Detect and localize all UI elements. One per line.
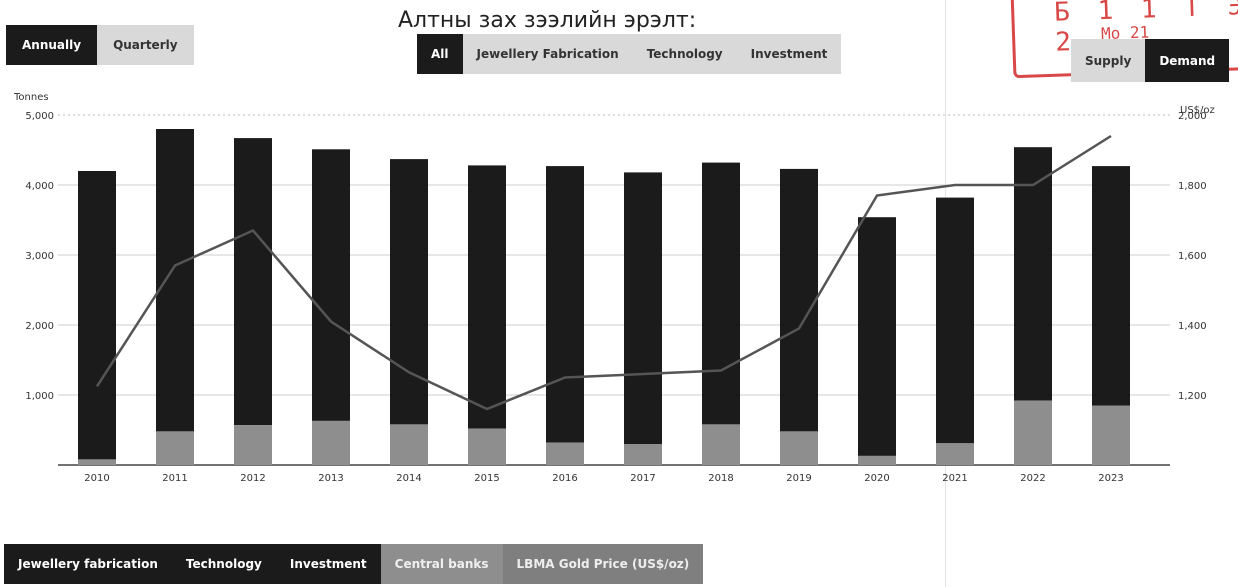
x-tick-label: 2021	[942, 473, 967, 484]
bar-central-banks	[312, 420, 350, 465]
x-tick-label: 2013	[318, 473, 343, 484]
y-tick-label-left: 3,000	[25, 251, 54, 262]
annually-button[interactable]: Annually	[6, 25, 98, 65]
frequency-toggle: Annually Quarterly	[6, 25, 194, 65]
y-tick-label-right: 1,400	[1178, 321, 1207, 332]
tab-jewellery-fabrication[interactable]: Jewellery Fabrication	[476, 47, 619, 61]
bar-demand	[858, 217, 896, 456]
bar-central-banks	[390, 424, 428, 465]
x-tick-label: 2023	[1098, 473, 1123, 484]
y-tick-label-left: 5,000	[25, 111, 54, 122]
bar-demand	[234, 138, 272, 426]
x-tick-label: 2017	[630, 473, 655, 484]
legend-technology[interactable]: Technology	[171, 544, 276, 584]
bar-demand	[156, 129, 194, 432]
bar-demand	[312, 149, 350, 421]
legend-jewellery-fabrication[interactable]: Jewellery fabrication	[4, 544, 172, 584]
x-tick-label: 2016	[552, 473, 577, 484]
y-tick-label-right: 2,000	[1178, 111, 1207, 122]
tab-technology[interactable]: Technology	[646, 47, 723, 61]
gold-price-line	[95, 134, 1112, 411]
bar-demand	[702, 162, 740, 425]
x-tick-label: 2019	[786, 473, 811, 484]
bar-central-banks	[468, 428, 506, 465]
gold-demand-chart: 1,000 2,000 3,000 4,000 5,000 1,200 1,400 1,600…	[13, 92, 1215, 484]
bar-demand	[468, 165, 506, 429]
x-tick-label: 2012	[240, 473, 265, 484]
y-tick-label-left: 1,000	[25, 391, 54, 402]
legend-central-banks[interactable]: Central banks	[380, 544, 503, 584]
x-tick-label: 2022	[1020, 473, 1045, 484]
bar-demand	[546, 166, 584, 443]
bar-demand	[780, 168, 818, 432]
bar-central-banks	[78, 459, 116, 465]
y-tick-label-left: 4,000	[25, 181, 54, 192]
x-tick-label: 2010	[84, 473, 109, 484]
bar-central-banks	[936, 443, 974, 465]
bar-central-banks	[234, 425, 272, 465]
legend-investment[interactable]: Investment	[275, 544, 381, 584]
x-tick-label: 2018	[708, 473, 733, 484]
bar-central-banks	[858, 455, 896, 465]
bar-central-banks	[156, 431, 194, 465]
demand-button[interactable]: Demand	[1145, 39, 1230, 82]
bar-central-banks	[546, 442, 584, 465]
bar-demand	[1092, 166, 1130, 406]
y-tick-label-left: 2,000	[25, 321, 54, 332]
supply-demand-toggle: Supply Demand	[1071, 39, 1230, 82]
x-tick-label: 2020	[864, 473, 889, 484]
bar-central-banks	[1014, 400, 1052, 465]
y-axis-title-right: US$/oz	[1180, 105, 1215, 116]
x-tick-label: 2014	[396, 473, 421, 484]
bar-demand	[624, 172, 662, 444]
y-tick-label-right: 1,800	[1178, 181, 1207, 192]
bar-demand	[1014, 147, 1052, 401]
x-tick-label: 2015	[474, 473, 499, 484]
tab-all[interactable]: All	[417, 34, 463, 74]
chart-title: Алтны зах зээлийн эрэлт:	[398, 8, 697, 33]
y-tick-label-right: 1,200	[1178, 391, 1207, 402]
bar-central-banks	[780, 431, 818, 465]
quarterly-button[interactable]: Quarterly	[113, 38, 178, 52]
supply-button[interactable]: Supply	[1085, 53, 1132, 68]
legend-gold-price[interactable]: LBMA Gold Price (US$/oz)	[502, 544, 704, 584]
bar-demand	[390, 159, 428, 425]
bar-demand	[936, 197, 974, 444]
y-tick-label-right: 1,600	[1178, 251, 1207, 262]
legend: Jewellery fabrication Technology Investm…	[4, 544, 704, 584]
y-axis-title-left: Tonnes	[13, 92, 49, 103]
bar-central-banks	[1092, 405, 1130, 465]
bar-central-banks	[624, 444, 662, 465]
category-tabs: All Jewellery Fabrication Technology Inv…	[417, 34, 842, 74]
tab-investment[interactable]: Investment	[750, 47, 828, 61]
bar-demand	[78, 171, 116, 460]
bar-central-banks	[702, 424, 740, 465]
x-tick-label: 2011	[162, 473, 187, 484]
